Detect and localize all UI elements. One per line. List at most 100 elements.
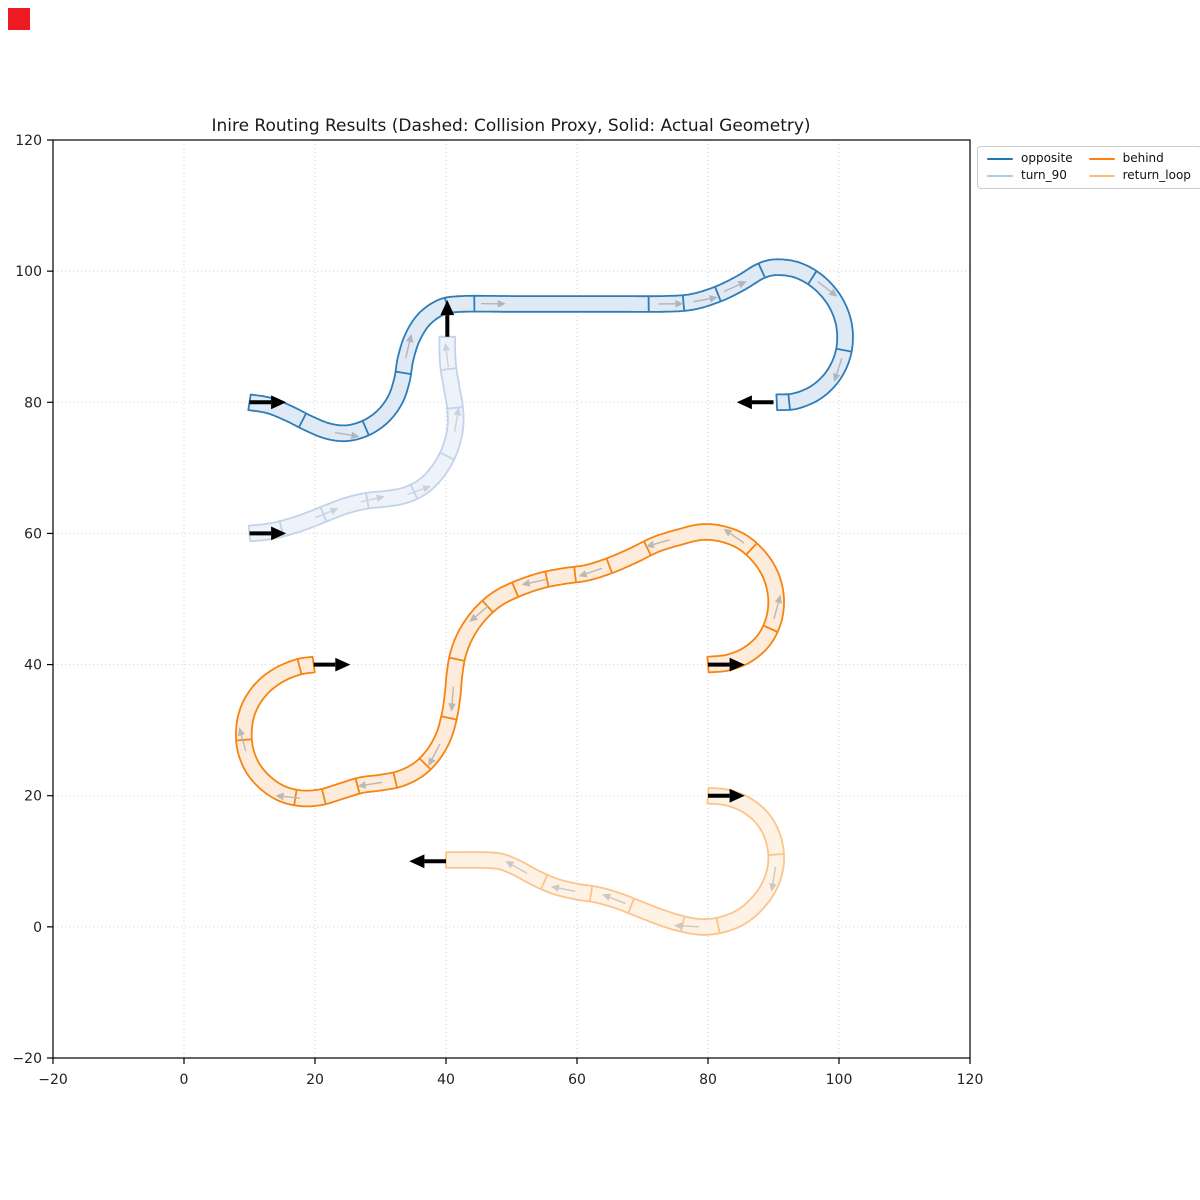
direction-arrow-head [675,300,684,308]
route-behind [235,523,785,808]
direction-arrow [693,298,710,303]
red-corner-marker [8,8,30,30]
direction-arrow-head [453,407,462,416]
y-tick-label: 120 [15,133,42,149]
segment-divider [298,412,307,428]
segment-divider [439,451,455,461]
direction-arrow [454,415,459,432]
direction-arrow-head [521,579,531,587]
direction-arrow [360,497,378,503]
segment-divider [236,738,252,742]
segment-divider [605,558,613,574]
pose-arrow-head [271,395,287,410]
direction-arrow-head [550,884,560,892]
segment-divider [762,624,778,633]
x-tick-label: 60 [568,1072,586,1088]
segment-divider [511,582,520,598]
segment-divider [447,406,463,410]
segment-divider [540,874,549,890]
segment-divider [757,263,766,279]
direction-arrow [653,539,670,546]
direction-arrow-head [674,922,683,930]
legend-entry-return_loop: return_loop [1088,168,1191,182]
y-tick-label: 60 [24,526,42,542]
direction-arrow-head [828,288,838,297]
direction-arrow-head [602,893,612,901]
direction-arrow [431,743,441,760]
x-tick-label: 20 [306,1072,324,1088]
x-tick-label: 40 [437,1072,455,1088]
segment-divider [787,394,791,410]
legend: opposite turn_90 behind return_loop [977,146,1200,189]
pose-arrow-head [440,300,455,316]
segment-divider [807,270,818,285]
direction-arrow-head [350,431,360,440]
segment-divider [440,367,457,371]
legend-label: turn_90 [1021,168,1067,182]
direction-arrow [586,567,603,575]
route-tube [247,258,854,443]
direction-arrow [609,896,626,905]
direction-arrow [773,602,780,620]
direction-arrow-head [833,373,841,382]
direction-arrow-head [497,300,506,308]
pose-arrow-head [729,657,745,672]
x-tick-label: 120 [957,1072,984,1088]
direction-arrow-head [505,861,515,869]
direction-arrow-head [774,594,782,604]
legend-label: return_loop [1122,168,1191,182]
segment-divider [715,917,721,934]
direction-arrow [772,866,777,884]
segment-divider [573,566,577,583]
direction-arrow [283,795,301,799]
axes: −20 0 20 40 60 80 100 120 −20 0 20 40 60 80 100 120 [12,133,983,1088]
routes [235,258,854,936]
y-tick-label: −20 [12,1051,42,1067]
segment-divider [392,772,398,788]
segment-divider [681,295,686,311]
segment-divider [627,898,635,914]
pose-arrows [249,300,774,869]
direction-arrow-head [405,333,414,343]
x-tick-label: 0 [180,1072,189,1088]
direction-arrow-head [448,703,456,712]
direction-arrow-head [329,507,339,515]
segment-divider [544,571,550,588]
direction-arrow [529,578,547,584]
direction-arrow-head [422,485,432,493]
segment-divider [745,542,758,556]
direction-arrow [315,510,332,519]
direction-arrow [365,781,383,786]
segment-divider [321,788,327,805]
direction-arrow [475,605,489,618]
direction-arrow [334,431,352,437]
legend-swatch [1088,157,1115,160]
legend-entry-opposite: opposite [987,152,1073,165]
direction-arrow [405,341,411,359]
direction-arrow [558,887,576,893]
direction-arrow-head [357,781,367,789]
direction-arrow [240,734,247,752]
direction-arrow-head [469,613,479,622]
direction-arrow [835,358,843,375]
direction-arrow [451,686,455,704]
direction-arrow-head [442,342,451,352]
y-tick-label: 40 [24,658,42,674]
chart-title: Inire Routing Results (Dashed: Collision… [211,116,810,136]
segment-divider [441,715,457,721]
direction-arrow-head [737,281,747,289]
direction-arrow-head [237,727,245,737]
y-tick-label: 20 [24,789,42,805]
legend-label: behind [1122,151,1164,165]
segment-divider [395,370,412,375]
direction-arrow [512,864,528,874]
x-tick-label: −20 [38,1072,68,1088]
direction-arrow-head [578,570,588,578]
legend-label: opposite [1021,151,1073,165]
pose-arrow-head [736,395,752,410]
route-opposite [247,258,854,443]
route-tube [235,523,785,808]
direction-arrow [682,925,699,928]
direction-arrow-head [723,528,733,537]
pose-arrow-head [729,788,745,803]
